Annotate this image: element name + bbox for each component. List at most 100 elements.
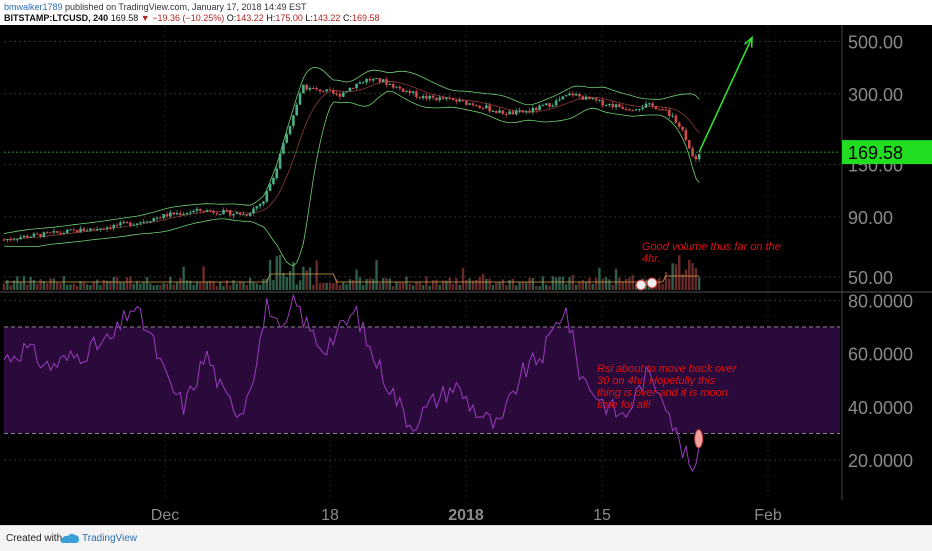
volume-bar bbox=[105, 280, 109, 290]
volume-bar bbox=[322, 282, 325, 290]
volume-bar bbox=[165, 283, 169, 290]
candle-body bbox=[674, 115, 678, 123]
time-tick-label: 2018 bbox=[448, 507, 484, 524]
volume-bar bbox=[72, 283, 76, 290]
volume-bar bbox=[388, 278, 392, 290]
volume-bar bbox=[56, 282, 59, 290]
volume-bar bbox=[189, 280, 192, 290]
candle-body bbox=[32, 233, 36, 237]
volume-bar bbox=[95, 279, 99, 290]
candle-body bbox=[288, 125, 292, 135]
volume-bar bbox=[385, 277, 388, 290]
candle-body bbox=[571, 93, 575, 96]
volume-bar bbox=[212, 281, 215, 290]
chart-svg[interactable]: 500.00300.00150.0090.0050.0080.000060.00… bbox=[0, 25, 932, 525]
volume-bar bbox=[604, 277, 608, 290]
candle-body bbox=[418, 97, 422, 99]
candle-body bbox=[192, 210, 195, 213]
volume-bar bbox=[355, 269, 358, 290]
candle-body bbox=[275, 168, 279, 179]
candle-body bbox=[578, 94, 581, 97]
volume-bar bbox=[418, 281, 421, 290]
candle-body bbox=[481, 107, 485, 109]
open-value: 143.22 bbox=[236, 13, 264, 23]
high-label: H: bbox=[266, 13, 276, 23]
volume-bar bbox=[169, 276, 172, 290]
volume-bar bbox=[544, 284, 548, 290]
candle-body bbox=[644, 103, 648, 108]
candle-body bbox=[574, 94, 578, 96]
publisher-line: bmwalker1789 published on TradingView.co… bbox=[4, 2, 307, 12]
volume-bar bbox=[601, 278, 604, 290]
candle-body bbox=[431, 95, 435, 98]
candle-body bbox=[551, 105, 555, 107]
candle-body bbox=[258, 203, 262, 207]
volume-bar bbox=[698, 277, 701, 290]
volume-bar bbox=[185, 280, 189, 290]
candle-body bbox=[657, 109, 661, 111]
current-price-label: 169.58 bbox=[848, 143, 903, 163]
volume-bar bbox=[275, 256, 278, 290]
low-label: L: bbox=[305, 13, 313, 23]
tradingview-logo-icon bbox=[61, 533, 79, 543]
chart-area[interactable]: 500.00 300.00 150.00 90.00 50.00 80.0000 60.00… bbox=[0, 25, 932, 525]
volume-bar bbox=[52, 278, 56, 290]
username-link[interactable]: bmwalker1789 bbox=[4, 2, 63, 12]
volume-bar bbox=[312, 284, 315, 290]
candle-body bbox=[25, 235, 29, 238]
volume-bar bbox=[691, 263, 694, 290]
volume-bar bbox=[282, 272, 285, 290]
candle-body bbox=[345, 91, 348, 93]
candle-body bbox=[165, 214, 169, 217]
volume-bar bbox=[46, 283, 49, 290]
volume-bar bbox=[332, 283, 335, 290]
volume-bar bbox=[584, 281, 588, 290]
rsi-band-fill bbox=[4, 326, 840, 434]
candle-body bbox=[504, 113, 508, 115]
candle-body bbox=[448, 97, 452, 99]
tradingview-brand[interactable]: TradingView bbox=[82, 533, 138, 544]
candle-body bbox=[82, 228, 86, 231]
candle-body bbox=[12, 239, 16, 241]
ohlc-line: BITSTAMP:LTCUSD, 240 169.58 ▼ −19.36 (−1… bbox=[4, 13, 379, 23]
candle-body bbox=[485, 105, 488, 109]
candle-body bbox=[335, 93, 338, 95]
candle-body bbox=[584, 96, 588, 100]
candle-body bbox=[149, 221, 152, 223]
rsi-tick-label: 80.0000 bbox=[848, 291, 913, 311]
volume-bar bbox=[192, 284, 195, 290]
rsi-tick-label: 60.0000 bbox=[848, 345, 913, 365]
candle-body bbox=[455, 99, 458, 102]
candle-body bbox=[391, 84, 395, 88]
candle-body bbox=[195, 208, 199, 211]
candle-body bbox=[395, 86, 398, 88]
candle-body bbox=[498, 110, 501, 113]
volume-bar bbox=[149, 283, 152, 290]
volume-bar bbox=[551, 276, 555, 290]
volume-bar bbox=[328, 282, 332, 290]
candle-body bbox=[238, 212, 242, 215]
candle-body bbox=[205, 210, 209, 212]
candle-body bbox=[182, 213, 185, 215]
rsi-marker bbox=[694, 429, 704, 449]
volume-bar bbox=[415, 281, 418, 290]
candle-body bbox=[175, 213, 179, 215]
candle-body bbox=[72, 229, 76, 231]
volume-bar bbox=[109, 281, 112, 290]
candle-body bbox=[215, 212, 219, 215]
candle-body bbox=[385, 79, 388, 85]
volume-bar bbox=[302, 266, 305, 290]
candle-body bbox=[218, 214, 222, 216]
high-value: 175.00 bbox=[275, 13, 303, 23]
volume-bar bbox=[441, 280, 445, 290]
candle-body bbox=[228, 210, 232, 216]
volume-bar bbox=[288, 271, 292, 290]
candle-body bbox=[69, 229, 72, 231]
candle-body bbox=[265, 190, 269, 202]
candle-body bbox=[278, 153, 282, 169]
volume-bar bbox=[119, 281, 122, 290]
candle-body bbox=[564, 95, 568, 97]
volume-bar bbox=[135, 280, 139, 290]
volume-bar bbox=[614, 268, 618, 290]
volume-bar bbox=[85, 284, 89, 290]
